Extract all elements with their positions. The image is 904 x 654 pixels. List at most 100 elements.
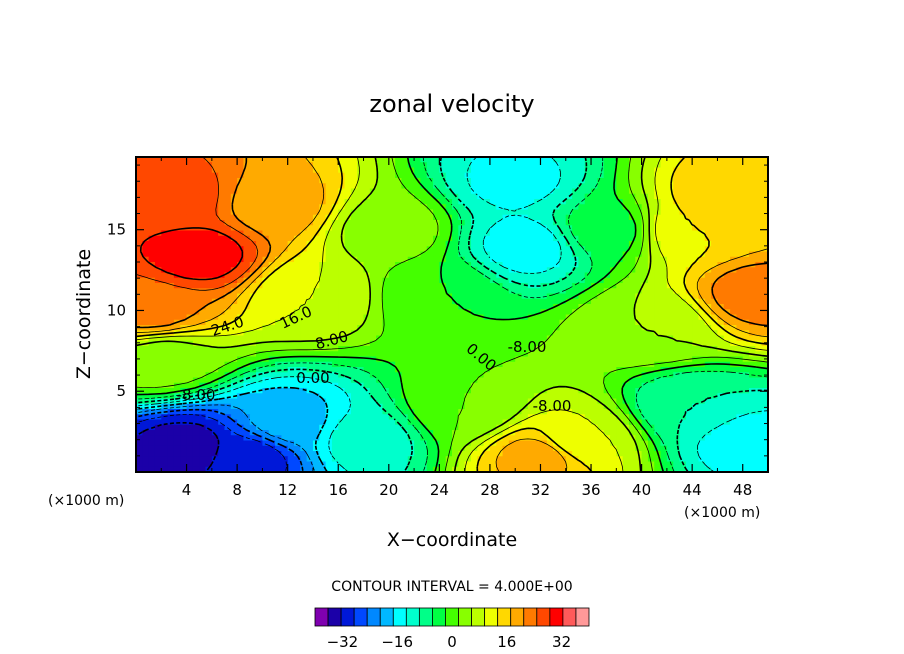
heatmap-cell bbox=[363, 372, 371, 379]
heatmap-cell bbox=[319, 403, 327, 410]
heatmap-cell bbox=[407, 409, 415, 415]
heatmap-cell bbox=[565, 246, 573, 253]
heatmap-cell bbox=[350, 262, 358, 268]
heatmap-cell bbox=[363, 377, 371, 384]
heatmap-cell bbox=[489, 178, 497, 184]
heatmap-cell bbox=[388, 209, 396, 216]
heatmap-cell bbox=[218, 293, 226, 300]
heatmap-cell bbox=[136, 361, 143, 368]
heatmap-cell bbox=[584, 241, 592, 247]
heatmap-cell bbox=[704, 293, 712, 300]
heatmap-cell bbox=[331, 319, 339, 326]
heatmap-cell bbox=[666, 288, 674, 295]
heatmap-cell bbox=[275, 372, 282, 379]
heatmap-cell bbox=[572, 267, 579, 274]
heatmap-cell bbox=[136, 209, 143, 216]
heatmap-cell bbox=[445, 162, 453, 169]
heatmap-cell bbox=[401, 293, 409, 300]
heatmap-cell bbox=[186, 241, 194, 247]
heatmap-cell bbox=[281, 157, 289, 163]
heatmap-cell bbox=[711, 325, 719, 331]
heatmap-cell bbox=[300, 277, 308, 284]
heatmap-cell bbox=[654, 377, 662, 384]
heatmap-cell bbox=[414, 235, 421, 242]
heatmap-cell bbox=[420, 230, 428, 237]
heatmap-cell bbox=[376, 246, 384, 253]
heatmap-cell bbox=[433, 377, 440, 384]
heatmap-cell bbox=[610, 251, 617, 258]
heatmap-cell bbox=[237, 167, 245, 174]
heatmap-cell bbox=[508, 382, 516, 389]
heatmap-cell bbox=[534, 193, 542, 200]
heatmap-cell bbox=[673, 288, 681, 295]
heatmap-cell bbox=[666, 241, 674, 247]
heatmap-cell bbox=[635, 382, 643, 389]
heatmap-cell bbox=[610, 346, 617, 352]
heatmap-cell bbox=[559, 283, 567, 289]
heatmap-cell bbox=[262, 372, 270, 379]
heatmap-cell bbox=[654, 288, 662, 295]
heatmap-cell bbox=[230, 388, 238, 394]
heatmap-cell bbox=[312, 304, 320, 310]
heatmap-cell bbox=[489, 193, 497, 200]
heatmap-cell bbox=[154, 325, 162, 331]
heatmap-cell bbox=[180, 319, 188, 326]
heatmap-cell bbox=[723, 414, 731, 421]
heatmap-cell bbox=[426, 403, 434, 410]
heatmap-cell bbox=[755, 193, 763, 200]
heatmap-cell bbox=[749, 214, 756, 221]
heatmap-cell bbox=[616, 172, 624, 179]
heatmap-cell bbox=[730, 393, 737, 400]
heatmap-cell bbox=[369, 393, 377, 400]
heatmap-cell bbox=[761, 256, 769, 263]
heatmap-cell bbox=[603, 367, 611, 373]
heatmap-cell bbox=[338, 225, 346, 232]
heatmap-cell bbox=[553, 351, 561, 358]
heatmap-cell bbox=[698, 157, 706, 163]
heatmap-cell bbox=[477, 325, 485, 331]
heatmap-cell bbox=[761, 319, 769, 326]
heatmap-cell bbox=[578, 283, 586, 289]
heatmap-cell bbox=[736, 414, 744, 421]
heatmap-cell bbox=[711, 330, 719, 337]
heatmap-cell bbox=[578, 251, 586, 258]
heatmap-cell bbox=[515, 172, 523, 179]
heatmap-cell bbox=[420, 283, 428, 289]
heatmap-cell bbox=[553, 230, 561, 237]
heatmap-cell bbox=[287, 298, 295, 305]
heatmap-cell bbox=[489, 225, 497, 232]
heatmap-cell bbox=[433, 293, 440, 300]
heatmap-cell bbox=[218, 246, 226, 253]
heatmap-cell bbox=[698, 204, 706, 211]
heatmap-cell bbox=[452, 356, 459, 363]
heatmap-cell bbox=[534, 230, 542, 237]
heatmap-cell bbox=[591, 167, 598, 174]
heatmap-cell bbox=[161, 319, 169, 326]
heatmap-cell bbox=[376, 188, 384, 195]
heatmap-cell bbox=[470, 235, 478, 242]
heatmap-cell bbox=[154, 267, 162, 274]
heatmap-cell bbox=[395, 393, 403, 400]
heatmap-cell bbox=[205, 388, 213, 394]
heatmap-cell bbox=[635, 367, 643, 373]
heatmap-cell bbox=[407, 183, 415, 190]
heatmap-cell bbox=[641, 372, 649, 379]
heatmap-cell bbox=[306, 230, 314, 237]
heatmap-cell bbox=[211, 256, 219, 263]
heatmap-cell bbox=[679, 204, 687, 211]
heatmap-cell bbox=[407, 346, 415, 352]
heatmap-cell bbox=[433, 162, 440, 169]
heatmap-cell bbox=[414, 183, 421, 190]
heatmap-cell bbox=[496, 335, 504, 342]
heatmap-cell bbox=[553, 162, 561, 169]
heatmap-cell bbox=[205, 409, 213, 415]
heatmap-cell bbox=[635, 172, 643, 179]
heatmap-cell bbox=[546, 167, 554, 174]
heatmap-cell bbox=[300, 377, 308, 384]
heatmap-cell bbox=[262, 199, 270, 205]
heatmap-cell bbox=[749, 267, 756, 274]
heatmap-cell bbox=[211, 319, 219, 326]
heatmap-cell bbox=[395, 351, 403, 358]
heatmap-cell bbox=[376, 414, 384, 421]
heatmap-cell bbox=[761, 183, 769, 190]
